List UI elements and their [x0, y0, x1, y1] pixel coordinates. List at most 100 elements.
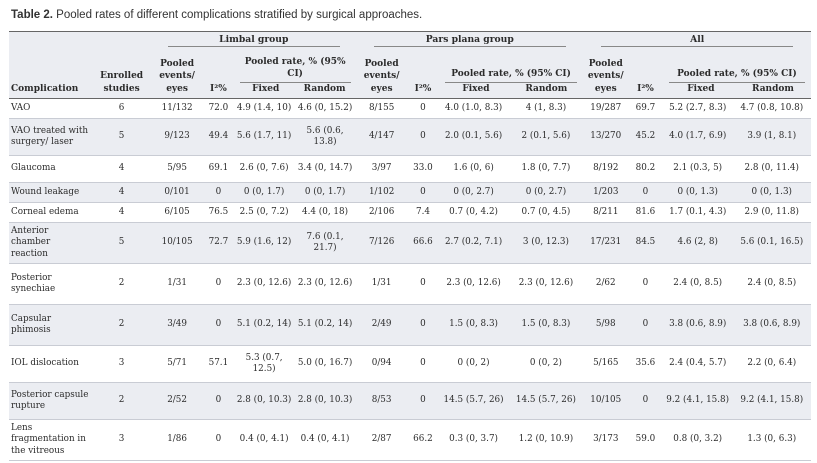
limbal-i2-cell: 69.1	[208, 163, 229, 174]
limbal-fixed-cell: 2.8 (0, 10.3)	[236, 395, 292, 406]
limbal-random-cell: 2.8 (0, 10.3)	[297, 395, 353, 406]
parsplana-random-cell: 1.2 (0, 10.9)	[518, 434, 574, 445]
parsplana-random-cell: 1.8 (0, 7.7)	[521, 163, 571, 174]
limbal-fixed-cell: 2.3 (0, 12.6)	[236, 278, 292, 289]
parsplana-random-cell: 0 (0, 2)	[529, 358, 562, 369]
col-complication: Complication	[11, 83, 79, 94]
col-pooled-rate-parsplana: Pooled rate, % (95% CI) Fixed Random	[439, 49, 584, 99]
parsplana-random-cell: 0 (0, 2.7)	[525, 186, 567, 197]
limbal-events-cell: 11/132	[161, 102, 193, 113]
all-random-cell: 2.8 (0, 11.4)	[744, 163, 799, 174]
table-row: Posterior synechiae 2 1/31 0 2.3 (0, 12.6) 2.…	[9, 264, 811, 305]
all-fixed-cell: 2.4 (0.4, 5.7)	[669, 358, 727, 369]
all-i2-cell: 59.0	[635, 434, 656, 445]
parsplana-events-cell: 1/31	[371, 278, 392, 289]
limbal-events-cell: 1/31	[167, 278, 187, 289]
limbal-i2-cell: 0	[215, 186, 222, 197]
parsplana-fixed-cell: 2.0 (0.1, 5.6)	[444, 131, 503, 142]
limbal-events-cell: 1/86	[167, 434, 187, 445]
complication-cell: Posterior capsule rupture	[11, 389, 89, 411]
all-i2-cell: 45.2	[635, 131, 656, 142]
limbal-i2-cell: 76.5	[208, 206, 229, 217]
parsplana-fixed-cell: 14.5 (5.7, 26)	[443, 395, 504, 406]
col-random-limbal: Random	[303, 83, 346, 94]
all-fixed-cell: 0.8 (0, 3.2)	[673, 434, 723, 445]
all-events-cell: 8/211	[593, 206, 619, 217]
parsplana-events-cell: 8/155	[368, 102, 395, 113]
parsplana-fixed-cell: 4.0 (1.0, 8.3)	[444, 102, 503, 113]
all-random-cell: 1.3 (0, 6.3)	[747, 434, 797, 445]
complication-cell: Lens fragmentation in the vitreous	[11, 423, 86, 456]
table-row: Posterior capsule rupture 2 2/52 0 2.8 (0, 1…	[9, 382, 811, 420]
parsplana-events-cell: 4/147	[368, 131, 395, 142]
all-i2-cell: 0	[642, 278, 649, 289]
parsplana-random-cell: 2 (0.1, 5.6)	[521, 131, 571, 142]
col-i2-parsplana: I²%	[414, 83, 432, 94]
limbal-fixed-cell: 5.9 (1.6, 12)	[236, 237, 292, 248]
parsplana-random-cell: 14.5 (5.7, 26)	[515, 395, 576, 406]
complication-cell: Anterior chamber reaction	[11, 226, 51, 259]
parsplana-events-cell: 3/97	[371, 163, 392, 174]
limbal-i2-cell: 0	[215, 395, 222, 406]
parsplana-i2-cell: 66.2	[413, 434, 433, 445]
limbal-fixed-cell: 5.6 (1.7, 11)	[236, 131, 292, 142]
parsplana-fixed-cell: 2.7 (0.2, 7.1)	[444, 237, 503, 248]
table-caption: Table 2. Pooled rates of different compl…	[11, 9, 422, 21]
table-header: Limbal group Pars plana group All Compli…	[9, 31, 811, 99]
parsplana-fixed-cell: 0.3 (0, 3.7)	[449, 434, 498, 445]
parsplana-i2-cell: 33.0	[413, 163, 433, 174]
all-random-cell: 9.2 (4.1, 15.8)	[740, 395, 804, 406]
enrolled-studies-cell: 2	[118, 395, 125, 406]
limbal-fixed-cell: 2.6 (0, 7.6)	[239, 163, 289, 174]
limbal-random-cell: 5.6 (0.6, 13.8)	[306, 125, 344, 147]
parsplana-events-cell: 2/49	[371, 319, 392, 330]
all-events-cell: 19/287	[590, 102, 622, 113]
parsplana-random-cell: 3 (0, 12.3)	[522, 237, 569, 248]
all-fixed-cell: 0 (0, 1.3)	[677, 186, 718, 197]
parsplana-fixed-cell: 1.6 (0, 6)	[453, 163, 494, 174]
all-fixed-cell: 1.7 (0.1, 4.3)	[669, 206, 727, 217]
table-row: Anterior chamber reaction 5 10/105 72.7 5.9 …	[9, 222, 811, 264]
all-events-cell: 5/165	[593, 358, 619, 369]
limbal-i2-cell: 57.1	[208, 358, 229, 369]
enrolled-studies-cell: 2	[118, 278, 125, 289]
all-random-cell: 2.4 (0, 8.5)	[747, 278, 797, 289]
all-events-cell: 8/192	[593, 163, 619, 174]
table-row: Glaucoma 4 5/95 69.1 2.6 (0, 7.6) 3.4 (0, 14.…	[9, 156, 811, 183]
limbal-events-cell: 2/52	[167, 395, 187, 406]
complication-cell: IOL dislocation	[11, 358, 79, 369]
parsplana-events-cell: 7/126	[368, 237, 395, 248]
parsplana-i2-cell: 0	[420, 278, 426, 289]
parsplana-i2-cell: 0	[420, 319, 426, 330]
all-random-cell: 0 (0, 1.3)	[751, 186, 792, 197]
limbal-random-cell: 4.4 (0, 18)	[302, 206, 349, 217]
all-random-cell: 3.9 (1, 8.1)	[747, 131, 797, 142]
col-random-parsplana: Random	[525, 83, 568, 94]
all-fixed-cell: 4.0 (1.7, 6.9)	[669, 131, 727, 142]
group-header-parsplana: Pars plana group	[356, 31, 584, 49]
all-fixed-cell: 4.6 (2, 8)	[677, 237, 718, 248]
parsplana-i2-cell: 0	[420, 395, 426, 406]
parsplana-fixed-cell: 0 (0, 2.7)	[453, 186, 494, 197]
col-fixed-all: Fixed	[687, 83, 715, 94]
enrolled-studies-cell: 3	[118, 434, 125, 445]
limbal-random-cell: 4.6 (0, 15.2)	[297, 102, 353, 113]
complication-cell: Posterior synechiae	[11, 272, 56, 294]
parsplana-events-cell: 8/53	[371, 395, 392, 406]
parsplana-i2-cell: 0	[420, 131, 426, 142]
all-fixed-cell: 5.2 (2.7, 8.3)	[669, 102, 727, 113]
col-pooled-events-limbal: Pooled events/eyes	[159, 58, 195, 94]
all-random-cell: 5.6 (0.1, 16.5)	[740, 237, 804, 248]
enrolled-studies-cell: 6	[118, 102, 125, 113]
limbal-random-cell: 7.6 (0.1, 21.7)	[306, 231, 344, 253]
limbal-random-cell: 0 (0, 1.7)	[304, 186, 346, 197]
col-i2-all: I²%	[637, 83, 654, 94]
limbal-i2-cell: 0	[215, 319, 222, 330]
limbal-events-cell: 5/71	[167, 358, 187, 369]
limbal-events-cell: 10/105	[161, 237, 193, 248]
group-header-limbal: Limbal group	[151, 31, 357, 49]
col-fixed-parsplana: Fixed	[462, 83, 490, 94]
enrolled-studies-cell: 5	[118, 131, 125, 142]
all-i2-cell: 69.7	[635, 102, 656, 113]
parsplana-events-cell: 1/102	[368, 186, 395, 197]
